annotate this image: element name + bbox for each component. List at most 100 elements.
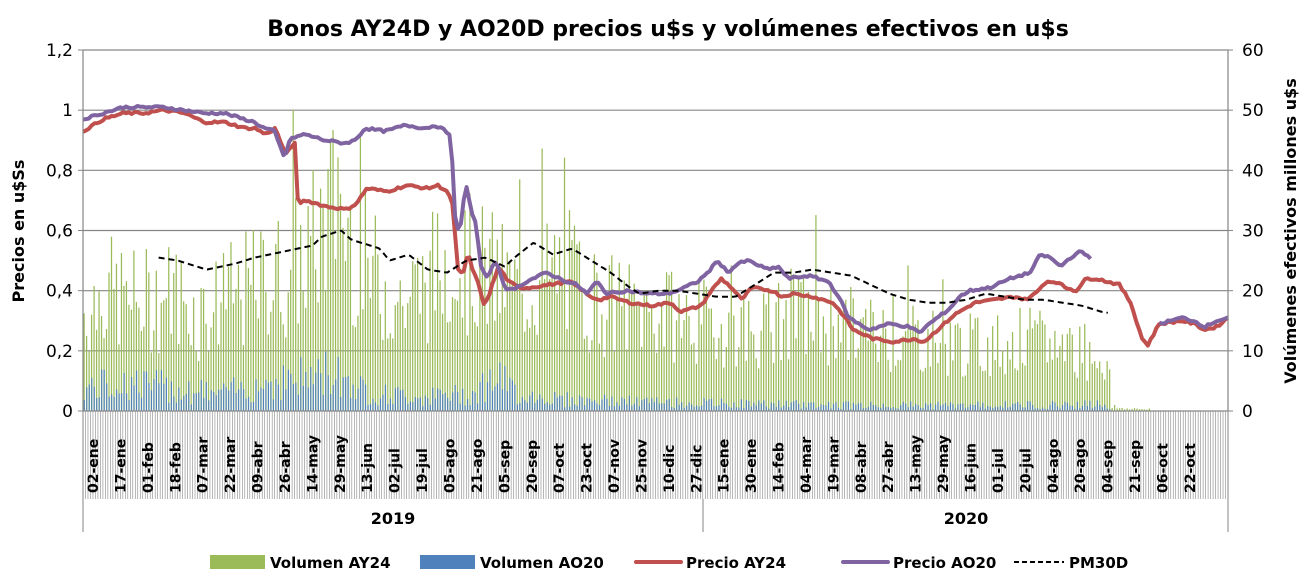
bar-volumen-ao20 [818, 407, 820, 411]
bar-volumen-ao20 [1047, 409, 1049, 411]
bar-volumen-ay24 [280, 311, 282, 411]
bar-volumen-ay24 [173, 273, 175, 411]
bar-volumen-ao20 [544, 403, 546, 411]
bar-volumen-ao20 [598, 405, 601, 411]
x-tick-label: 15-ene [717, 439, 733, 493]
bar-volumen-ay24 [506, 252, 508, 411]
bar-volumen-ay24 [805, 353, 807, 411]
bar-volumen-ay24 [250, 284, 252, 411]
bar-volumen-ao20 [875, 405, 877, 411]
bar-volumen-ay24 [944, 343, 946, 411]
bar-volumen-ay24 [158, 353, 160, 411]
bar-volumen-ao20 [250, 402, 252, 411]
bar-volumen-ao20 [758, 400, 760, 411]
bar-volumen-ay24 [772, 362, 775, 411]
bar-volumen-ao20 [238, 389, 240, 411]
bar-volumen-ay24 [1046, 362, 1049, 411]
y2-tick-label: 50 [1242, 101, 1264, 121]
bar-volumen-ay24 [1089, 341, 1091, 411]
x-tick-label: 01-feb [141, 442, 157, 493]
bar-volumen-ao20 [1009, 406, 1011, 411]
bar-volumen-ay24 [887, 359, 889, 411]
bar-volumen-ao20 [175, 402, 177, 411]
bar-volumen-ay24 [807, 291, 810, 411]
bar-volumen-ao20 [272, 399, 275, 411]
bar-volumen-ao20 [564, 407, 566, 411]
bar-volumen-ao20 [1106, 408, 1108, 411]
bar-volumen-ay24 [675, 320, 678, 411]
bar-volumen-ay24 [1099, 361, 1101, 411]
x-tick-label: 20-jul [1018, 448, 1034, 493]
bar-volumen-ao20 [133, 385, 135, 411]
bar-volumen-ay24 [334, 259, 337, 411]
x-tick-label: 06-oct [1155, 443, 1171, 493]
bar-volumen-ay24 [917, 320, 919, 411]
bar-volumen-ay24 [354, 327, 357, 411]
bar-volumen-ao20 [374, 402, 377, 411]
bar-volumen-ao20 [770, 402, 772, 411]
bar-volumen-ay24 [812, 340, 815, 411]
bar-volumen-ao20 [763, 400, 765, 411]
bar-volumen-ay24 [222, 253, 225, 411]
bar-volumen-ay24 [758, 368, 760, 411]
bar-volumen-ay24 [417, 257, 419, 411]
bar-volumen-ay24 [486, 323, 488, 411]
bar-volumen-ay24 [125, 281, 128, 411]
bar-volumen-ao20 [840, 408, 842, 411]
bar-volumen-ao20 [987, 405, 989, 411]
bar-volumen-ay24 [877, 362, 879, 411]
x-tick-label: 10-dic [662, 445, 678, 493]
bar-volumen-ay24 [974, 318, 976, 411]
bar-volumen-ao20 [424, 395, 426, 411]
bar-volumen-ao20 [778, 400, 780, 411]
bar-volumen-ao20 [992, 408, 994, 411]
bar-volumen-ay24 [217, 344, 220, 411]
bar-volumen-ay24 [444, 250, 446, 411]
bar-volumen-ao20 [930, 403, 932, 411]
bar-volumen-ao20 [337, 356, 339, 411]
bar-volumen-ay24 [138, 307, 140, 411]
bar-volumen-ay24 [1006, 341, 1009, 411]
bar-volumen-ay24 [857, 348, 859, 411]
bar-volumen-ay24 [372, 255, 374, 411]
bar-volumen-ao20 [305, 372, 307, 411]
bar-volumen-ao20 [810, 402, 812, 411]
legend: Volumen AY24 Volumen AO20 Precio AY24 Preci… [210, 554, 1128, 572]
bar-volumen-ay24 [678, 294, 680, 411]
bar-volumen-ao20 [708, 399, 710, 411]
bar-volumen-ao20 [925, 403, 927, 411]
bar-volumen-ay24 [1091, 363, 1093, 411]
bar-volumen-ay24 [85, 335, 88, 411]
bar-volumen-ao20 [243, 389, 245, 411]
bar-volumen-ao20 [693, 406, 695, 411]
bar-volumen-ao20 [150, 390, 153, 411]
bar-volumen-ao20 [467, 398, 469, 411]
bar-volumen-ao20 [427, 398, 429, 411]
bar-volumen-ay24 [616, 297, 618, 411]
bar-volumen-ao20 [554, 392, 556, 411]
bar-volumen-ao20 [897, 408, 899, 411]
bar-volumen-ay24 [1016, 370, 1019, 411]
bar-volumen-ao20 [315, 372, 317, 411]
bar-volumen-ao20 [519, 402, 521, 411]
bar-volumen-ao20 [536, 399, 538, 411]
bar-volumen-ay24 [690, 344, 693, 411]
bar-volumen-ao20 [345, 377, 347, 411]
bar-volumen-ay24 [680, 337, 683, 411]
bar-volumen-ay24 [454, 298, 456, 411]
bar-volumen-ao20 [798, 403, 800, 411]
bar-volumen-ay24 [215, 261, 217, 411]
bar-volumen-ay24 [252, 230, 255, 411]
bar-volumen-ay24 [852, 298, 854, 411]
bar-volumen-ay24 [262, 239, 264, 411]
bar-volumen-ay24 [148, 272, 150, 411]
bar-volumen-ao20 [140, 397, 143, 411]
bar-volumen-ay24 [1071, 334, 1073, 411]
bar-volumen-ay24 [606, 319, 608, 411]
bar-volumen-ao20 [1071, 405, 1074, 411]
bar-volumen-ao20 [417, 398, 419, 411]
bar-volumen-ay24 [287, 292, 289, 411]
line-precio-ao20 [1158, 315, 1229, 330]
bar-volumen-ay24 [830, 286, 832, 411]
bar-volumen-ao20 [1012, 403, 1014, 411]
